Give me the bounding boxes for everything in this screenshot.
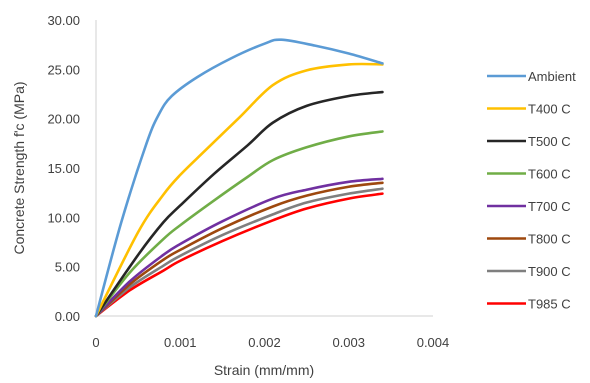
x-axis-title: Strain (mm/mm) (214, 362, 314, 378)
x-tick-label: 0.004 (417, 335, 450, 350)
y-tick-label: 5.00 (55, 260, 80, 275)
legend-label-t985-c: T985 C (528, 297, 571, 312)
series-line-t800-c (94, 181, 384, 318)
plot-area (95, 20, 433, 317)
x-tick-label: 0.003 (332, 335, 365, 350)
series-line-t700-c (94, 177, 384, 318)
legend-label-t400-c: T400 C (528, 102, 571, 117)
series-lines (94, 38, 384, 318)
y-axis-title: Concrete Strength f'c (MPa) (11, 81, 27, 254)
y-tick-label: 0.00 (55, 309, 80, 324)
y-tick-label: 15.00 (47, 161, 80, 176)
x-tick-labels: 0 0.001 0.002 0.003 0.004 (92, 335, 449, 350)
legend: Ambient T400 C T500 C T600 C T700 C T800 C T90… (487, 69, 576, 312)
legend-label-t700-c: T700 C (528, 199, 571, 214)
x-tick-label: 0 (92, 335, 99, 350)
series-line-t500-c (94, 90, 384, 318)
x-tick-label: 0.002 (248, 335, 281, 350)
series-line-t900-c (94, 187, 384, 318)
series-line-t985-c (94, 192, 384, 318)
x-tick-label: 0.001 (164, 335, 197, 350)
y-tick-labels: 0.00 5.00 10.00 15.00 20.00 25.00 30.00 (47, 13, 80, 324)
legend-label-ambient: Ambient (528, 69, 576, 84)
y-tick-label: 20.00 (47, 112, 80, 127)
series-line-t600-c (94, 130, 384, 318)
legend-label-t800-c: T800 C (528, 232, 571, 247)
legend-label-t600-c: T600 C (528, 167, 571, 182)
series-line-ambient (94, 38, 384, 318)
legend-label-t500-c: T500 C (528, 134, 571, 149)
legend-label-t900-c: T900 C (528, 264, 571, 279)
series-line-t400-c (94, 62, 384, 318)
y-tick-label: 10.00 (47, 210, 80, 225)
y-tick-label: 25.00 (47, 62, 80, 77)
y-tick-label: 30.00 (47, 13, 80, 28)
